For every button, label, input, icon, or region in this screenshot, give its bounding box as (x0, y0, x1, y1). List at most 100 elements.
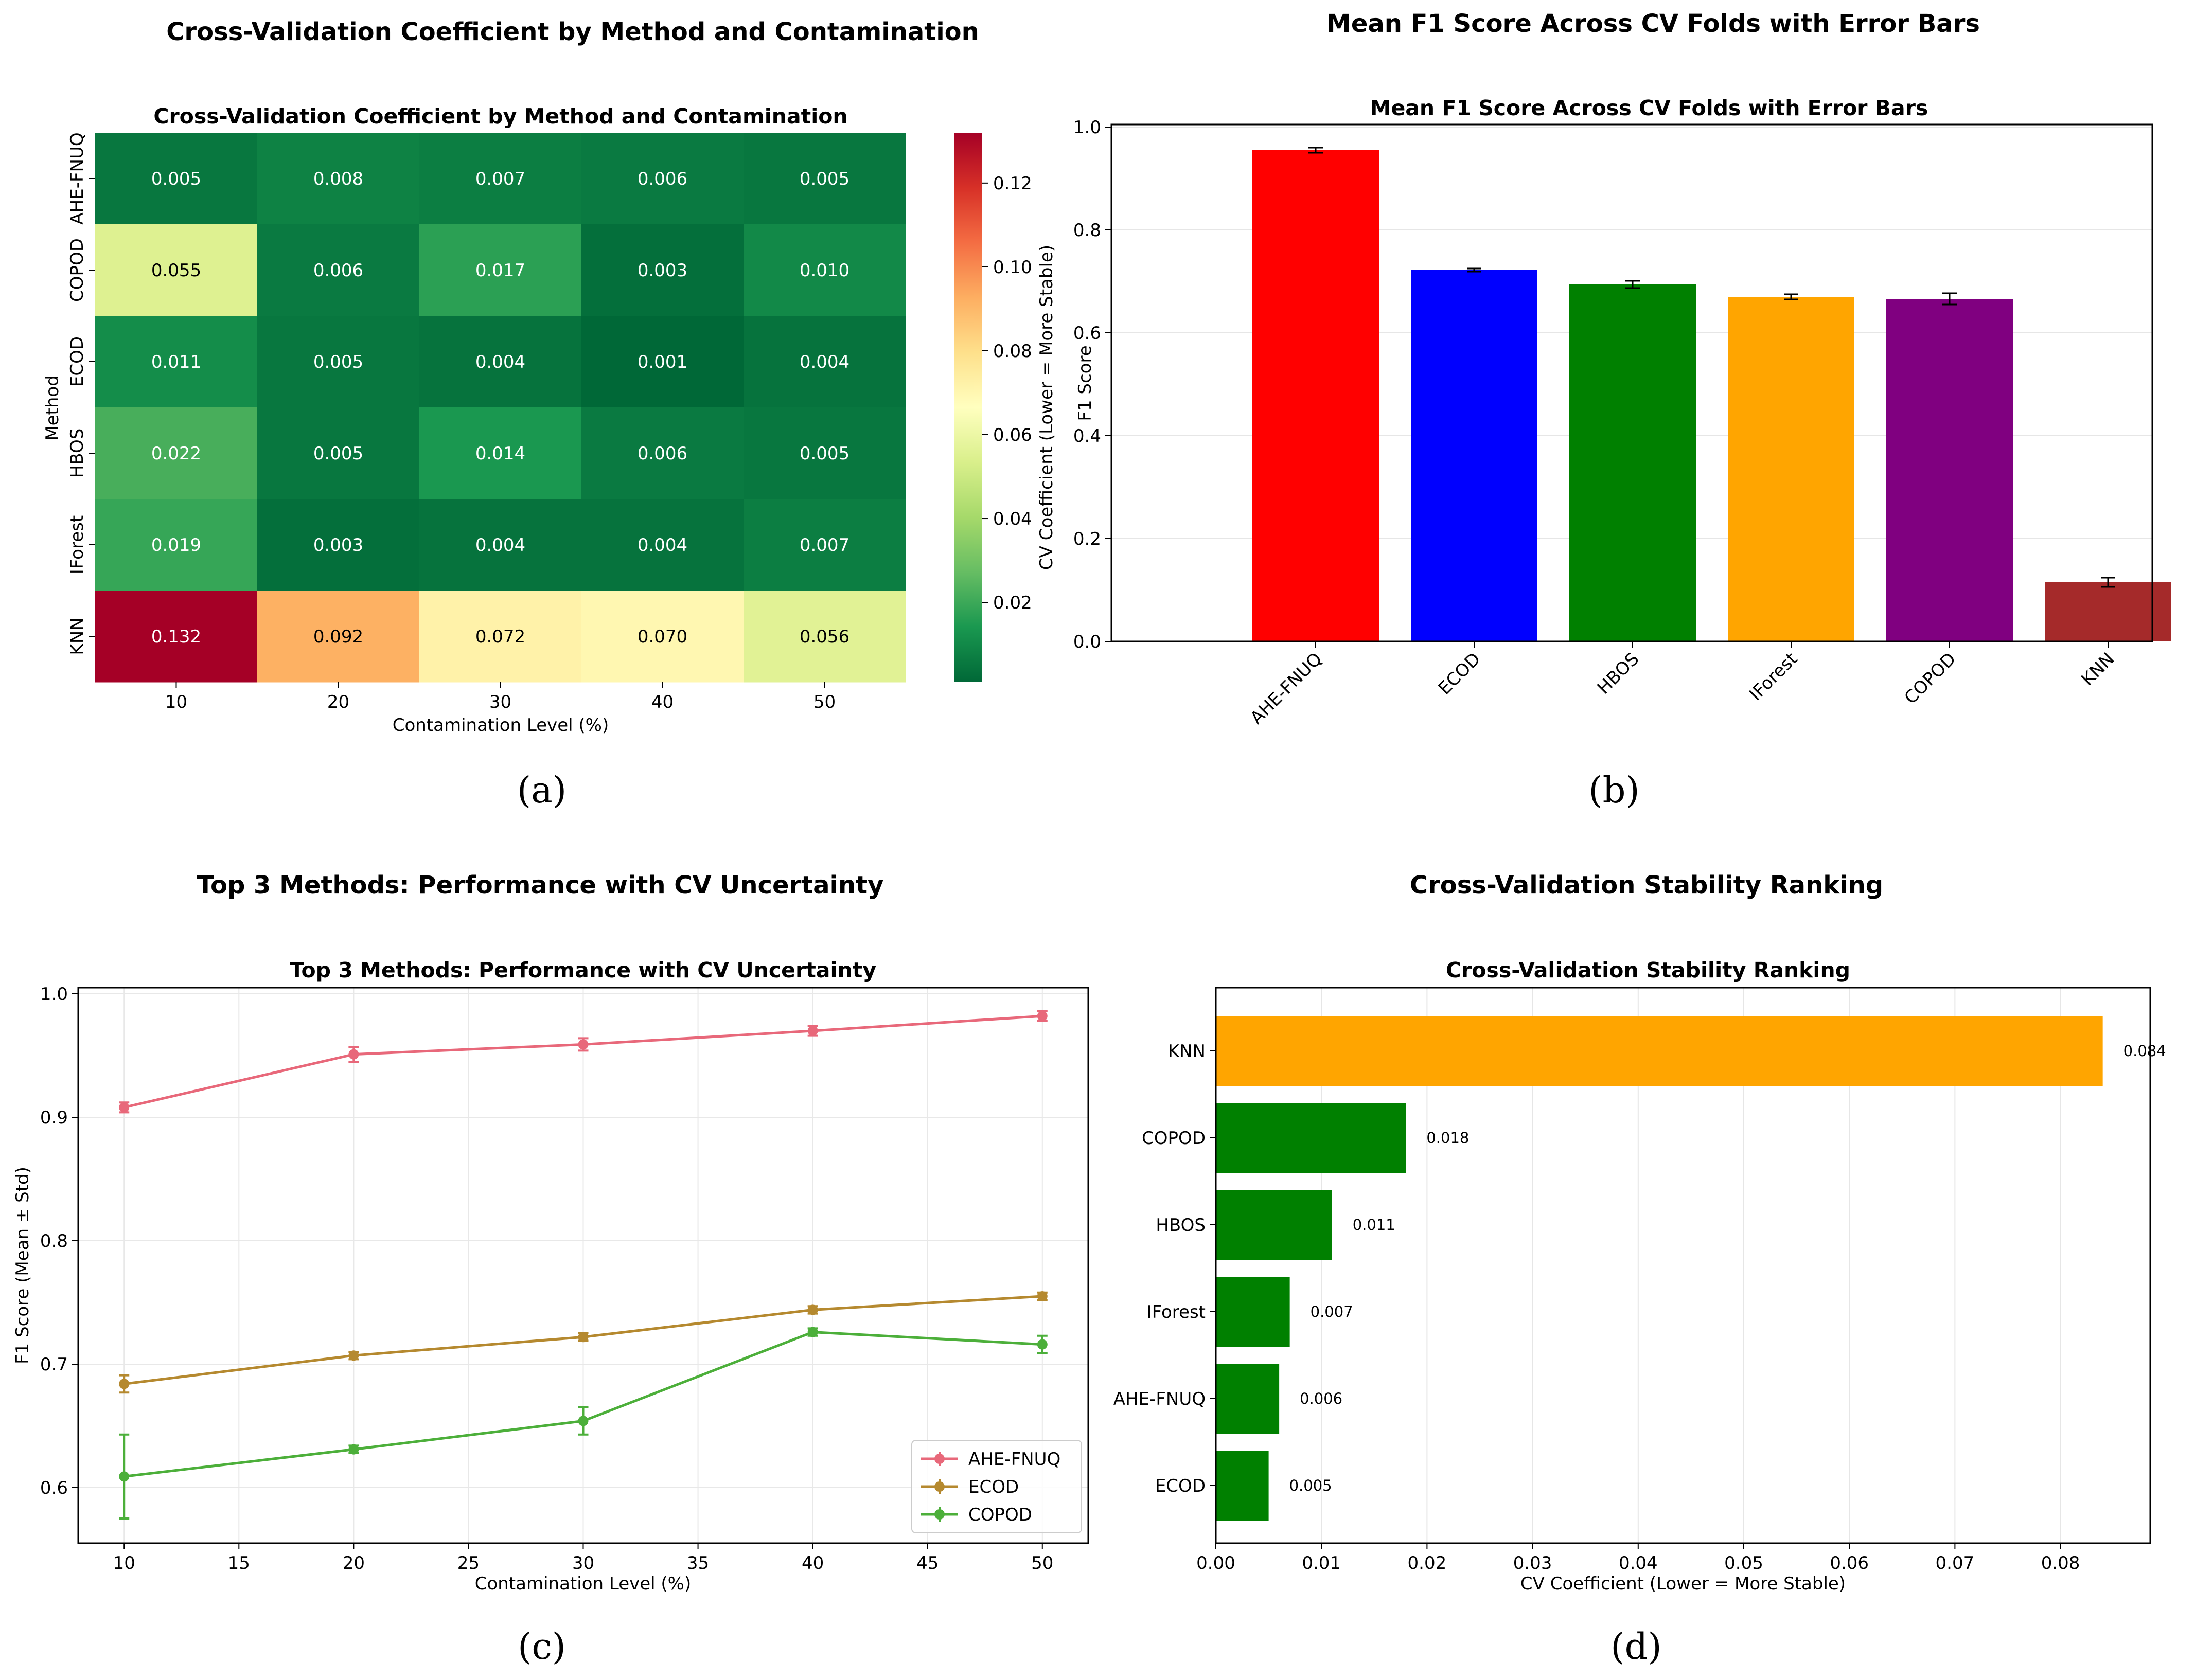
line-chart-x-tick-label: 40 (802, 1553, 824, 1574)
heatmap-x-tick-label: 10 (165, 692, 187, 712)
heatmap-cell (744, 133, 906, 225)
heatmap-cell (744, 316, 906, 408)
bar-knn (2045, 582, 2171, 641)
colorbar-label: CV Coefficient (Lower = More Stable) (1036, 245, 1057, 570)
heatmap-cell (581, 133, 744, 225)
bar-chart-y-tick-label: 1.0 (1073, 117, 1101, 138)
bar-chart-x-tick-label: IForest (1745, 649, 1801, 705)
hbar-value-label: 0.007 (1311, 1303, 1353, 1320)
bar-chart-y-tick-label: 0.0 (1073, 632, 1101, 652)
line-chart-series (119, 1010, 1048, 1520)
line-chart-x-tick-label: 35 (687, 1553, 709, 1574)
hbar-chart-bars (1216, 1016, 2103, 1521)
heatmap-cell (257, 407, 420, 499)
heatmap-cell-label: 0.014 (475, 443, 525, 464)
heatmap-cell (419, 499, 582, 591)
panel-d-label: (d) (1610, 1625, 1661, 1668)
heatmap-cell (581, 499, 744, 591)
heatmap-cell-label: 0.006 (638, 443, 687, 464)
series-point-ecod (348, 1350, 359, 1361)
hbar-chart-y-tick-label: HBOS (1156, 1215, 1206, 1236)
hbar-chart-y-tick-label: AHE-FNUQ (1113, 1389, 1206, 1409)
bar-chart-x-tick-label: COPOD (1900, 649, 1960, 708)
heatmap-cell (95, 591, 258, 683)
legend-label: AHE-FNUQ (968, 1449, 1060, 1470)
colorbar-tick-label: 0.10 (993, 257, 1032, 278)
line-chart-y-tick-label: 0.8 (40, 1231, 68, 1252)
panel-b-title: Mean F1 Score Across CV Folds with Error… (1370, 96, 1928, 120)
heatmap-cell-label: 0.001 (638, 352, 687, 372)
heatmap-cell-label: 0.055 (151, 260, 201, 281)
heatmap-cell-label: 0.070 (638, 627, 687, 647)
heatmap-cell-label: 0.010 (800, 260, 849, 281)
heatmap-cell-label: 0.006 (638, 169, 687, 189)
hbar-chart-x-tick-label: 0.04 (1619, 1553, 1658, 1574)
hbar-ecod (1216, 1451, 1269, 1521)
line-chart-y-tick-label: 1.0 (40, 984, 68, 1005)
heatmap-cell-label: 0.007 (800, 535, 849, 556)
panel-a-outer-title: Cross-Validation Coefficient by Method a… (166, 17, 979, 46)
heatmap-cell (257, 499, 420, 591)
hbar-chart-x-tick-label: 0.01 (1302, 1553, 1341, 1574)
panel-a-heatmap: Cross-Validation Coefficient by Method a… (42, 17, 1057, 811)
colorbar-tick-label: 0.08 (993, 341, 1032, 362)
bar-chart-bars (1252, 150, 2171, 641)
bar-chart-frame (1110, 123, 2153, 642)
line-chart-y-tick-label: 0.6 (40, 1478, 68, 1498)
heatmap-cell (95, 499, 258, 591)
heatmap-x-tick-label: 40 (651, 692, 674, 712)
legend-label: ECOD (968, 1477, 1019, 1497)
heatmap-cell-label: 0.004 (800, 352, 849, 372)
heatmap-cell-labels: 0.005 0.008 0.007 0.006 0.005 0.055 0.006 0.017… (151, 169, 849, 647)
heatmap-cell-label: 0.005 (800, 443, 849, 464)
hbar-value-label: 0.006 (1300, 1390, 1342, 1407)
heatmap-cell-label: 0.008 (313, 169, 363, 189)
heatmap-y-tick-label: KNN (67, 617, 87, 655)
line-chart-x-tick-label: 30 (572, 1553, 594, 1574)
heatmap-cell-label: 0.007 (475, 169, 525, 189)
series-point-ahe-fnuq (119, 1102, 130, 1113)
heatmap-cell-label: 0.092 (313, 627, 363, 647)
legend-box (911, 1440, 1082, 1533)
hbar-chart-x-tick-label: 0.06 (1830, 1553, 1869, 1574)
hbar-chart-x-tick-label: 0.02 (1408, 1553, 1447, 1574)
bar-chart-y-tick-label: 0.8 (1073, 220, 1101, 241)
heatmap-cell (95, 133, 258, 225)
bar-chart-x-tick-label: KNN (2077, 649, 2118, 690)
series-point-ahe-fnuq (1037, 1011, 1048, 1022)
heatmap-cell (95, 407, 258, 499)
heatmap-cell (744, 224, 906, 316)
heatmap-cell-label: 0.005 (151, 169, 201, 189)
heatmap-cell (744, 499, 906, 591)
hbar-chart-x-tick-label: 0.05 (1724, 1553, 1763, 1574)
heatmap-cell-label: 0.072 (475, 627, 525, 647)
bar-chart-y-axis-label: F1 Score (1075, 345, 1095, 421)
line-chart-x-tick-label: 15 (228, 1553, 250, 1574)
hbar-knn (1216, 1016, 2103, 1086)
heatmap-cell (419, 133, 582, 225)
heatmap-cell-label: 0.003 (638, 260, 687, 281)
heatmap-cell (419, 224, 582, 316)
series-point-copod (807, 1327, 818, 1337)
heatmap-cell (95, 316, 258, 408)
hbar-value-label: 0.011 (1353, 1216, 1395, 1234)
heatmap-cell (419, 316, 582, 408)
line-chart-y-tick-label: 0.7 (40, 1354, 68, 1375)
heatmap-cell-label: 0.011 (151, 352, 201, 372)
line-chart-x-tick-label: 50 (1031, 1553, 1053, 1574)
bar-chart-y-tick-label: 0.2 (1073, 529, 1101, 549)
heatmap-y-ticks: AHE-FNUQ COPOD ECOD HBOS IForest KNN (67, 132, 95, 655)
heatmap-cell-label: 0.005 (313, 352, 363, 372)
hbar-copod (1216, 1103, 1406, 1173)
hbar-value-label: 0.084 (2123, 1042, 2166, 1060)
heatmap-cells (95, 133, 906, 683)
hbar-chart-x-axis-label: CV Coefficient (Lower = More Stable) (1520, 1574, 1846, 1594)
series-point-ahe-fnuq (578, 1039, 589, 1050)
series-point-copod (1037, 1339, 1048, 1350)
panel-c-label: (c) (518, 1625, 566, 1668)
bar-ecod (1411, 270, 1537, 641)
bar-chart-error-bars (1308, 147, 2115, 588)
series-point-copod (119, 1471, 130, 1482)
panel-b-label: (b) (1588, 769, 1639, 811)
